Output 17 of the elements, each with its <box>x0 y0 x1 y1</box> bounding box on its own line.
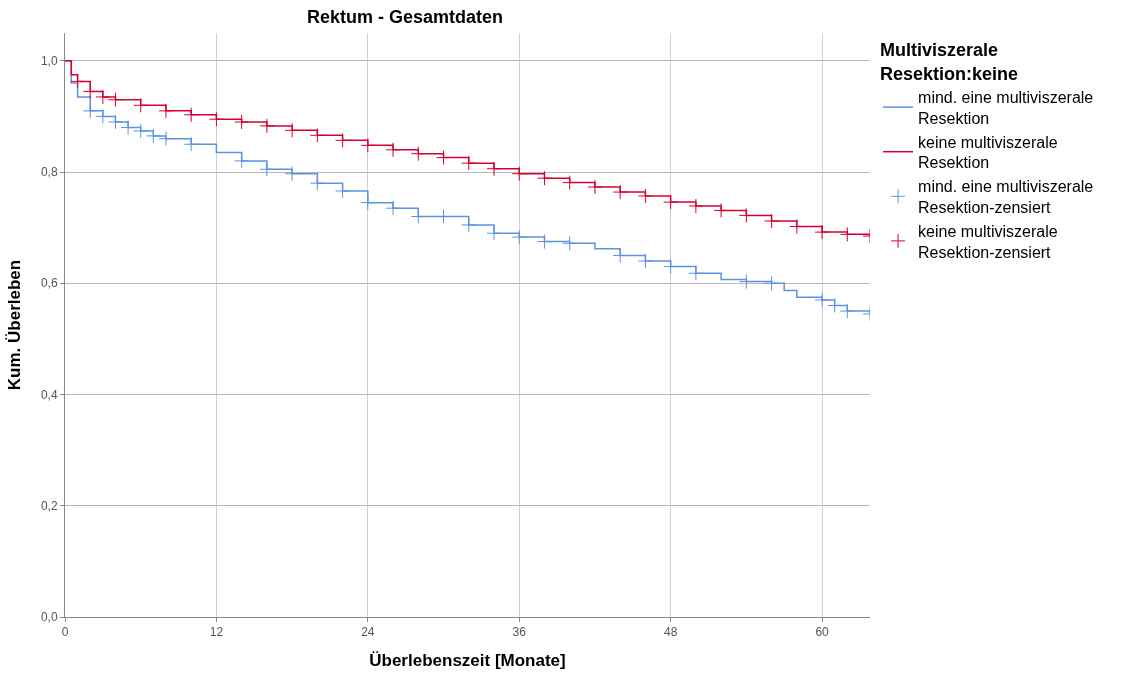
x-axis-title: Überlebenszeit [Monate] <box>369 650 566 670</box>
y-tick-label: 1,0 <box>40 54 58 69</box>
legend-title: Multiviszerale Resektion:keine <box>880 40 1019 84</box>
y-axis-title: Kum. Überleben <box>5 259 25 391</box>
y-tick-label: 0,4 <box>40 387 58 402</box>
y-tick-label: 0,2 <box>40 498 58 513</box>
y-tick-label: 0,6 <box>40 276 58 291</box>
y-tick-label: 0,0 <box>40 610 58 625</box>
x-tick-label: 36 <box>512 625 527 640</box>
x-tick-label: 48 <box>663 625 678 640</box>
x-tick-label: 24 <box>361 625 375 640</box>
x-tick-label: 60 <box>815 625 830 640</box>
legend-label: keine multiviszerale Resektion-zensiert <box>918 222 1058 261</box>
x-tick-label: 0 <box>61 625 69 640</box>
y-tick-label: 0,8 <box>40 165 58 180</box>
x-tick-label: 12 <box>209 625 224 640</box>
chart-title: Rektum - Gesamtdaten <box>306 6 504 27</box>
